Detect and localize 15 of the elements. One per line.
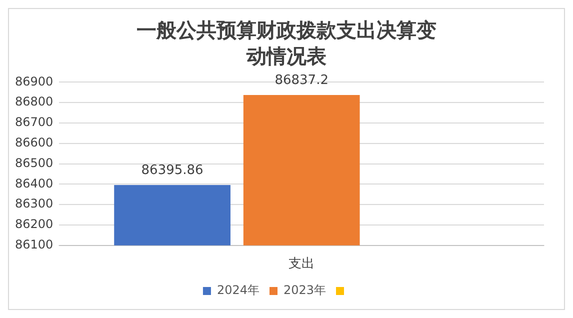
x-tick-label: 支出 <box>288 256 315 272</box>
legend-label: 2023年 <box>284 283 326 298</box>
y-tick-label: 86300 <box>14 196 54 211</box>
data-label: 86395.86 <box>141 162 204 178</box>
y-tick-label: 86100 <box>14 238 54 252</box>
y-tick-label: 86600 <box>14 136 54 150</box>
y-tick-label: 86400 <box>14 176 54 190</box>
y-tick-label: 86200 <box>14 217 54 232</box>
y-tick-label: 86500 <box>14 156 54 170</box>
data-label: 86837.2 <box>274 72 328 88</box>
chart-title: 一般公共预算财政拨款支出决算变动情况表 <box>136 17 436 69</box>
y-tick-label: 86800 <box>14 94 54 109</box>
y-tick-label: 86900 <box>14 74 54 88</box>
y-tick-label: 86700 <box>14 115 54 130</box>
legend-label: 2024年 <box>216 283 260 298</box>
